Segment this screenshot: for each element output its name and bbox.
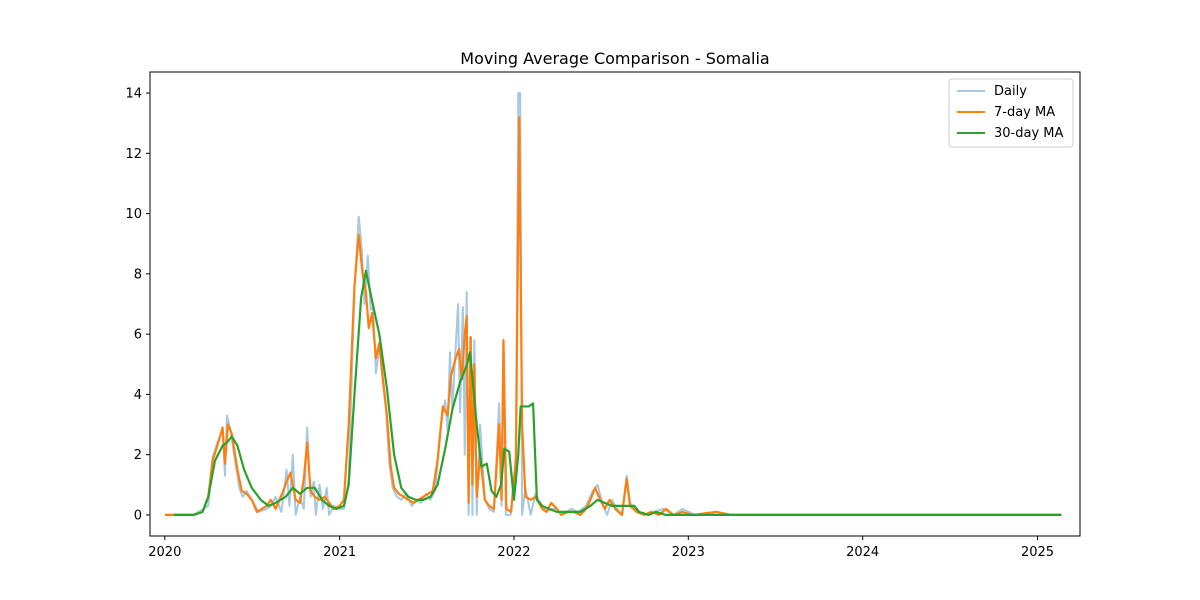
x-tick-label: 2025 [1021, 545, 1054, 560]
y-tick-label: 6 [134, 328, 142, 343]
x-tick-label: 2021 [323, 545, 356, 560]
x-tick-label: 2024 [846, 545, 879, 560]
y-tick-label: 2 [134, 448, 142, 463]
x-tick-label: 2020 [148, 545, 181, 560]
y-axis: 0 2 4 6 8 10 12 14 [125, 87, 150, 523]
series-line-7-day-ma [164, 116, 1062, 517]
x-tick-label: 2023 [672, 545, 705, 560]
chart-title: Moving Average Comparison - Somalia [460, 49, 769, 68]
y-tick-label: 10 [125, 207, 142, 222]
series-layer [164, 92, 1062, 517]
y-tick-label: 4 [134, 388, 142, 403]
series-line-30-day-ma [173, 269, 1062, 517]
y-tick-label: 0 [134, 508, 142, 523]
legend-frame [948, 78, 1074, 148]
legend-label-daily: Daily [994, 84, 1027, 99]
x-tick-label: 2022 [497, 545, 530, 560]
legend: Daily 7-day MA 30-day MA [948, 78, 1074, 148]
x-axis: 2020 2021 2022 2023 2024 2025 [148, 536, 1054, 560]
y-tick-label: 12 [125, 147, 142, 162]
y-tick-label: 8 [134, 267, 142, 282]
plot-area-frame [149, 71, 1081, 537]
legend-label-7-day-ma: 7-day MA [994, 105, 1055, 120]
legend-label-30-day-ma: 30-day MA [994, 126, 1063, 141]
y-tick-label: 14 [125, 87, 142, 102]
